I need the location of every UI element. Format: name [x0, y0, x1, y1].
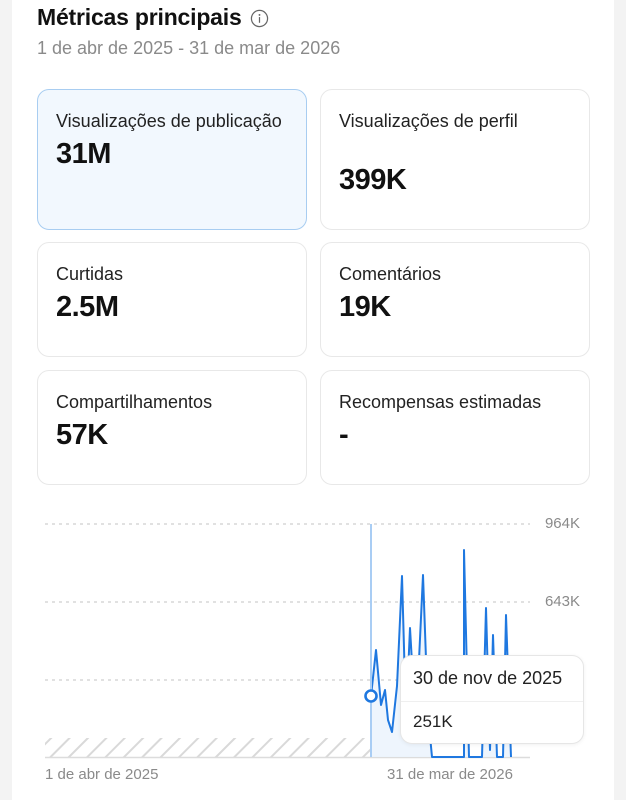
- metric-value: 31M: [56, 138, 111, 170]
- metric-card-likes[interactable]: Curtidas 2.5M: [37, 242, 307, 357]
- y-tick-label: 643K: [544, 593, 580, 610]
- views-line-chart[interactable]: 964K 643K 1 de abr de 2025 31 de mar de …: [12, 500, 614, 800]
- header: Métricas principais: [37, 4, 269, 31]
- metric-label: Visualizações de publicação: [56, 111, 282, 131]
- tooltip-date: 30 de nov de 2025: [413, 668, 563, 688]
- metric-value: 19K: [339, 291, 391, 323]
- chart-tooltip: 30 de nov de 2025 251K: [400, 655, 584, 744]
- metric-label: Compartilhamentos: [56, 392, 213, 412]
- metric-value: 399K: [339, 164, 407, 196]
- metric-label: Visualizações de perfil: [339, 111, 518, 131]
- metric-label: Comentários: [339, 264, 442, 284]
- metric-card-post-views[interactable]: Visualizações de publicação 31M: [37, 89, 307, 230]
- metric-card-estimated-rewards[interactable]: Recompensas estimadas -: [320, 370, 590, 485]
- x-tick-label-end: 31 de mar de 2026: [387, 766, 513, 783]
- metrics-panel: Métricas principais 1 de abr de 2025 - 3…: [12, 0, 614, 800]
- metric-card-profile-views[interactable]: Visualizações de perfil 399K: [320, 89, 590, 230]
- no-data-region: [45, 738, 371, 757]
- metric-value: 57K: [56, 419, 108, 451]
- hover-point: [364, 689, 378, 703]
- metric-label: Recompensas estimadas: [339, 392, 542, 412]
- metric-card-comments[interactable]: Comentários 19K: [320, 242, 590, 357]
- y-tick-label: 964K: [544, 515, 580, 532]
- tooltip-value: 251K: [413, 712, 453, 731]
- metric-label: Curtidas: [56, 264, 124, 284]
- metric-value: -: [339, 419, 349, 451]
- x-tick-label-start: 1 de abr de 2025: [45, 766, 159, 783]
- page-title: Métricas principais: [37, 4, 242, 30]
- date-range: 1 de abr de 2025 - 31 de mar de 2026: [37, 38, 341, 58]
- metric-card-shares[interactable]: Compartilhamentos 57K: [37, 370, 307, 485]
- tooltip-divider: [401, 701, 583, 702]
- chart-canvas[interactable]: [12, 500, 614, 800]
- info-circle-icon[interactable]: [250, 9, 269, 28]
- metric-value: 2.5M: [56, 291, 119, 323]
